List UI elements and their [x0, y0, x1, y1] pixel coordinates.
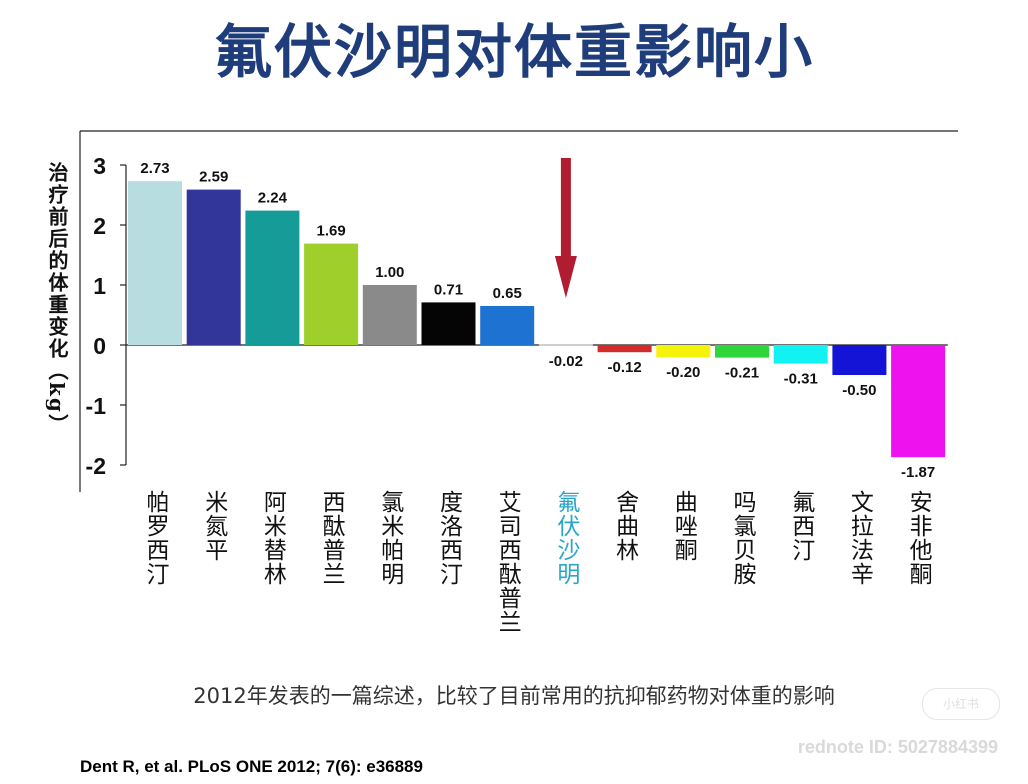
bar-value-label: 2.73 — [140, 160, 169, 177]
arrow-shaft — [560, 158, 571, 258]
bar — [832, 345, 887, 375]
bar-value-label: -0.12 — [607, 359, 641, 376]
bar — [715, 345, 769, 358]
y-axis-label: 治疗前后的体重变化（kg） — [45, 162, 69, 436]
category-label: 米氮平 — [201, 490, 229, 562]
bar-value-label: -1.87 — [901, 464, 935, 481]
bar — [186, 189, 241, 345]
category-label: 帕罗西汀 — [142, 490, 170, 586]
category-label: 氯米帕明 — [377, 490, 405, 586]
y-tick-label: -2 — [86, 453, 106, 479]
category-label: 艾司西酞普兰 — [494, 490, 521, 634]
watermark: rednote ID: 5027884399 — [797, 737, 998, 757]
bar — [891, 345, 946, 458]
category-label: 氟西汀 — [788, 490, 816, 562]
bar — [773, 345, 828, 364]
bar-value-label: 1.00 — [375, 264, 404, 281]
bar — [362, 285, 417, 345]
y-tick-label: 0 — [93, 333, 106, 359]
bar-value-label: 0.65 — [493, 285, 522, 302]
category-label: 西酞普兰 — [318, 490, 345, 586]
y-tick-label: 3 — [93, 153, 106, 179]
chart-value-labels: 2.73 2.59 2.24 1.69 1.00 0.71 0.65 -0.02 -0.12 -0… — [140, 160, 935, 481]
category-label: 舍曲林 — [612, 490, 640, 562]
bar-value-label: 2.59 — [199, 169, 228, 186]
bar — [421, 302, 476, 345]
bar — [304, 243, 359, 345]
bar — [656, 345, 711, 357]
y-tick-label: 1 — [93, 273, 106, 299]
bar — [480, 306, 535, 345]
rednote-logo: 小红书 — [922, 688, 1000, 720]
category-label: 氟伏沙明 — [553, 490, 581, 586]
bar-value-label: -0.20 — [666, 364, 700, 381]
bar — [597, 345, 652, 353]
citation: Dent R, et al. PLoS ONE 2012; 7(6): e368… — [80, 757, 423, 776]
bar-value-label: 2.24 — [258, 190, 288, 207]
bar-value-label: -0.21 — [725, 365, 759, 382]
category-label: 吗氯贝胺 — [729, 490, 757, 586]
category-label: 阿米替林 — [259, 490, 287, 586]
category-label: 度洛西汀 — [436, 490, 464, 586]
y-tick-label: -1 — [86, 393, 107, 419]
category-label: 曲唑酮 — [670, 490, 697, 562]
chart-bars — [128, 181, 946, 458]
chart-category-labels: 帕罗西汀 米氮平 阿米替林 西酞普兰 氯米帕明 度洛西汀 艾司西酞普兰 氟伏沙明 舍曲林 曲唑酮 吗… — [142, 490, 933, 634]
bar-value-label: -0.50 — [842, 382, 876, 399]
bar — [128, 181, 182, 345]
bar-value-label: -0.02 — [549, 353, 583, 370]
bar — [538, 344, 593, 346]
arrow-head — [554, 256, 577, 298]
chart-y-ticks: 3 2 1 0 -1 -2 — [86, 153, 126, 479]
category-label: 安非他酮 — [905, 490, 933, 586]
bar-value-label: 0.71 — [434, 281, 463, 298]
bar-value-label: -0.31 — [784, 371, 818, 388]
highlight-arrow-icon — [554, 158, 577, 298]
bar-value-label: 1.69 — [316, 223, 345, 240]
category-label: 文拉法辛 — [846, 490, 874, 586]
page-title: 氟伏沙明对体重影响小 — [213, 18, 814, 86]
caption: 2012年发表的一篇综述，比较了目前常用的抗抑郁药物对体重的影响 — [193, 684, 835, 708]
y-tick-label: 2 — [93, 213, 106, 239]
bar — [245, 210, 300, 345]
